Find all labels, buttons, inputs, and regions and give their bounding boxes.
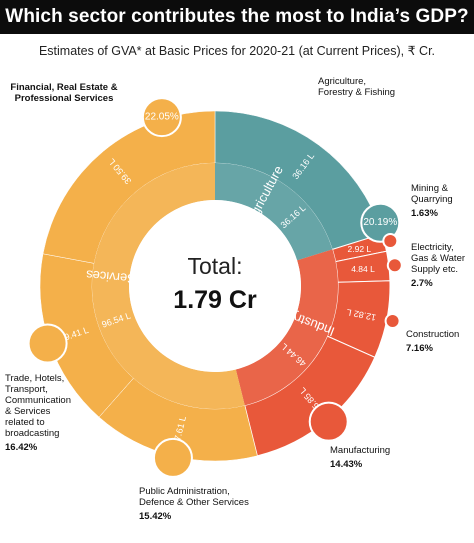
inner-slice-shade-services (91, 163, 245, 410)
center-total-value: 1.79 Cr (173, 286, 257, 314)
label-financial-line1: Financial, Real Estate & (10, 82, 118, 93)
label-elec-pct: 2.7% (411, 278, 433, 289)
callout-bubble-public-administration-defence-other-services (152, 437, 193, 478)
callout-bubble-financial-real-estate-professional-services (141, 97, 182, 138)
inner-slice-shade-industry (235, 249, 338, 406)
label-trade-line4: & Services (5, 406, 51, 417)
label-agri-line1: Agriculture, (318, 76, 367, 87)
label-trade-line2: Transport, (5, 384, 48, 395)
label-elec-line1: Electricity, (411, 242, 454, 253)
callout-bubble-agriculture-forestry-fishing (360, 202, 401, 243)
label-mining-line2: Quarrying (411, 194, 453, 205)
label-trade-line3: Communication (5, 395, 71, 406)
label-constr-pct: 7.16% (406, 343, 433, 354)
label-manuf-line1: Manufacturing (330, 445, 391, 456)
label-manufacturing: Manufacturing 14.43% (330, 445, 390, 470)
label-mining-pct: 1.63% (411, 208, 438, 219)
label-public-admin: Public Administration, Defence & Other S… (139, 486, 249, 522)
inner-slice-industry (235, 249, 338, 406)
title-bar: Which sector contributes the most to Ind… (0, 0, 474, 34)
label-trade-line6: broadcasting (5, 428, 60, 439)
inner-slice-shade-agriculture (215, 163, 333, 261)
center-total-label: Total: (188, 253, 243, 279)
label-mining: Mining & Quarrying 1.63% (411, 183, 453, 219)
inner-sector-label-services: Services (85, 267, 136, 286)
label-mining-line1: Mining & (411, 183, 448, 194)
label-trade-line5: related to (5, 417, 45, 428)
label-elec-line2: Gas & Water (411, 253, 466, 264)
chart-title: Which sector contributes the most to Ind… (5, 6, 469, 27)
outer-value-label-mining-quarrying: 2.92 L (348, 244, 372, 254)
label-agri-line2: Forestry & Fishing (318, 87, 396, 98)
callout-bubbles: 20.19% 22.05% (27, 97, 403, 478)
label-constr-line1: Construction (406, 329, 460, 340)
center-disc (129, 200, 301, 372)
label-financial: Financial, Real Estate & Professional Se… (5, 82, 123, 104)
inner-slice-agriculture (215, 163, 333, 261)
callout-bubble-electricity-gas-water-supply-etc (386, 257, 403, 274)
chart-subtitle: Estimates of GVA* at Basic Prices for 20… (38, 44, 436, 58)
callout-bubble-pct-agriculture-forestry-fishing: 20.19% (363, 217, 397, 228)
label-elec-line3: Supply etc. (411, 264, 458, 275)
outer-value-label-electricity-gas-water-supply-etc: 4.84 L (351, 264, 375, 274)
callout-bubble-manufacturing (308, 401, 349, 442)
inner-slice-services (91, 163, 245, 410)
label-financial-line2: Professional Services (14, 93, 114, 104)
inner-ring (91, 163, 338, 410)
label-trade-line1: Trade, Hotels, (5, 373, 65, 384)
label-trade-pct: 16.42% (5, 442, 38, 453)
label-agriculture: Agriculture, Forestry & Fishing (318, 76, 395, 98)
label-public-line2: Defence & Other Services (139, 497, 249, 508)
label-construction: Construction 7.16% (406, 329, 459, 354)
outer-ring (39, 110, 391, 462)
label-manuf-pct: 14.43% (330, 459, 363, 470)
label-trade: Trade, Hotels, Transport, Communication … (5, 373, 71, 453)
callout-bubble-trade-hotels-transport-communication-services-related-to-broadcasting (27, 323, 68, 364)
label-public-line1: Public Administration, (139, 486, 230, 497)
label-electricity: Electricity, Gas & Water Supply etc. 2.7… (411, 242, 465, 289)
callout-bubble-construction (384, 313, 401, 330)
callout-bubble-mining-quarrying (382, 233, 399, 250)
callout-bubble-pct-financial-real-estate-professional-services: 22.05% (145, 112, 179, 123)
label-public-pct: 15.42% (139, 511, 172, 522)
